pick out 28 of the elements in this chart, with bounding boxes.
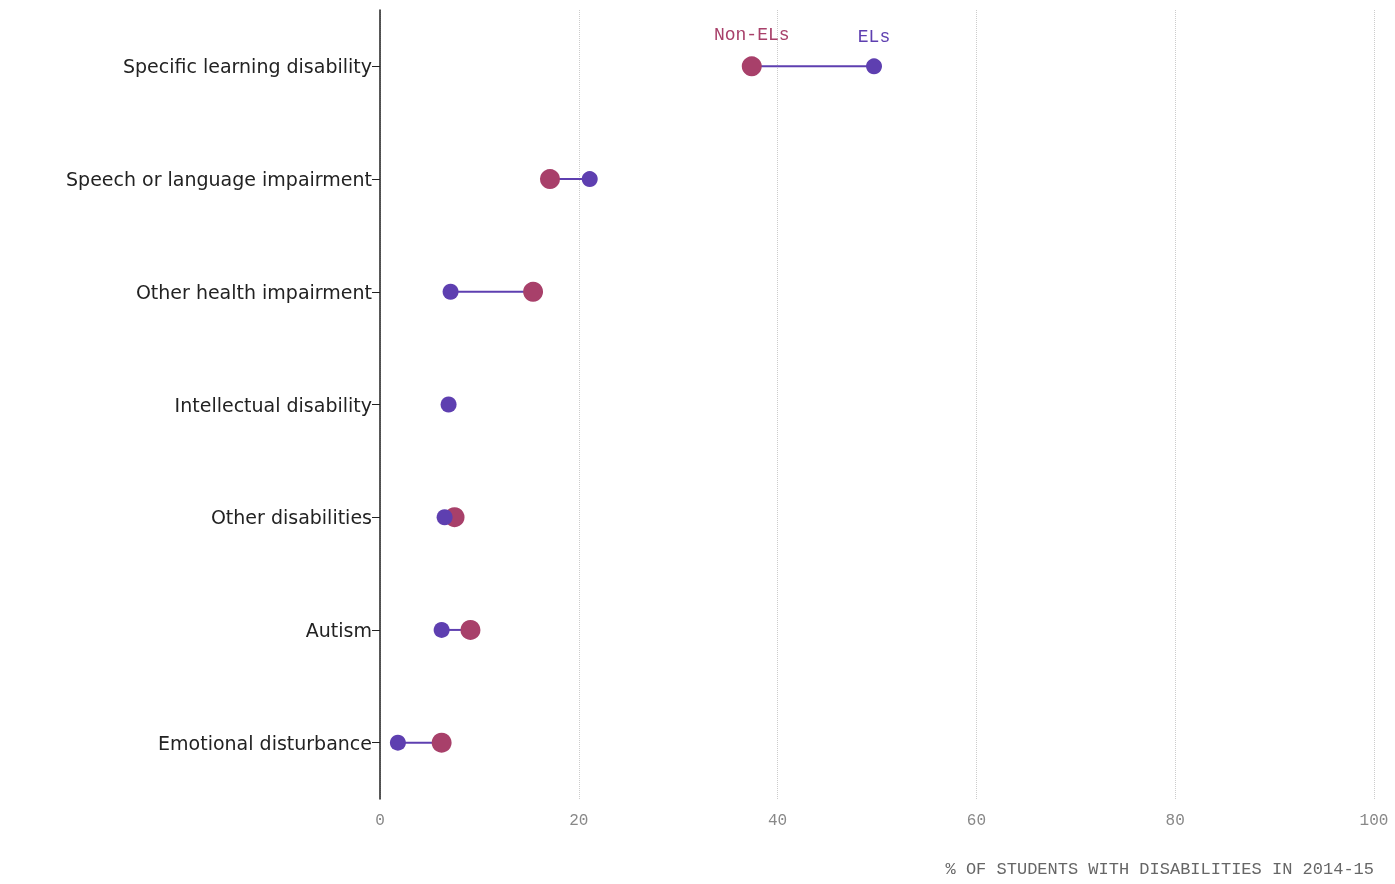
point xyxy=(523,281,544,302)
series-label: Non-ELs xyxy=(713,25,790,46)
y-tick-label: Emotional disturbance xyxy=(158,731,372,754)
y-tick-label: Other disabilities xyxy=(210,506,372,529)
x-tick-label: 60 xyxy=(966,812,986,830)
x-tick-label: 100 xyxy=(1359,812,1389,830)
point xyxy=(866,58,883,75)
y-tick-label: Specific learning disability xyxy=(122,55,372,78)
point xyxy=(741,56,762,77)
point xyxy=(539,169,560,190)
y-tick-label: Autism xyxy=(305,618,372,641)
point xyxy=(431,732,452,753)
point xyxy=(433,621,450,638)
point xyxy=(581,171,598,188)
x-tick-label: 80 xyxy=(1165,812,1185,830)
point xyxy=(442,283,459,300)
x-tick-label: 40 xyxy=(768,812,788,830)
y-tick-label: Speech or language impairment xyxy=(66,168,372,191)
x-axis-title: % OF STUDENTS WITH DISABILITIES IN 2014-15 xyxy=(945,860,1374,879)
x-tick-label: 20 xyxy=(569,812,589,830)
point xyxy=(460,619,481,640)
series-label: ELs xyxy=(857,27,891,48)
x-tick-label: 0 xyxy=(375,812,385,830)
point xyxy=(440,396,457,413)
point xyxy=(436,509,453,526)
y-tick-label: Intellectual disability xyxy=(174,393,372,416)
point xyxy=(389,734,406,751)
y-tick-label: Other health impairment xyxy=(135,280,372,303)
